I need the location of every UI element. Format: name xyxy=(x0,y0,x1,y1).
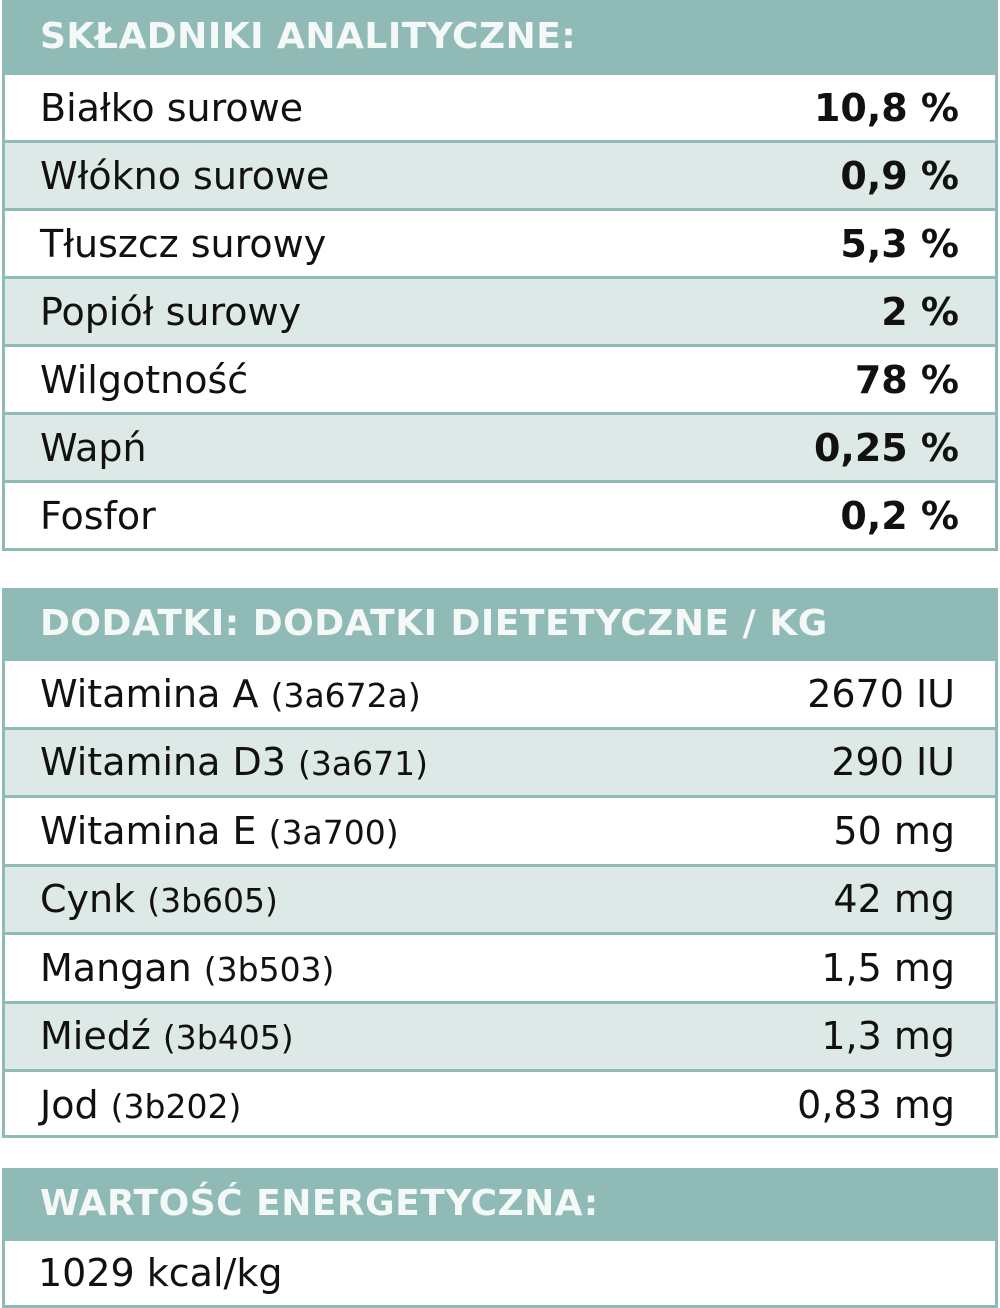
row-value: 2670 IU xyxy=(807,671,955,716)
row-label: Cynk (3b605) xyxy=(40,877,278,921)
table-row: Tłuszcz surowy 5,3 % xyxy=(5,208,995,276)
row-value: 78 % xyxy=(854,357,959,402)
additive-name: Jod xyxy=(40,1082,99,1127)
row-label: Tłuszcz surowy xyxy=(40,221,327,266)
row-value: 50 mg xyxy=(833,808,955,853)
row-value: 0,9 % xyxy=(840,153,959,198)
row-label: Miedź (3b405) xyxy=(40,1014,294,1058)
table-row: 1029 kcal/kg xyxy=(5,1238,995,1305)
row-value: 1,5 mg xyxy=(821,945,955,990)
table-row: Witamina E (3a700) 50 mg xyxy=(5,795,995,864)
table-row: Miedź (3b405) 1,3 mg xyxy=(5,1000,995,1069)
additive-name: Cynk xyxy=(40,877,136,922)
table-row: Popiół surowy 2 % xyxy=(5,276,995,344)
row-label: Wapń xyxy=(40,425,147,470)
additive-code: (3a672a) xyxy=(270,675,421,715)
row-value: 0,83 mg xyxy=(797,1082,955,1127)
table-row: Witamina D3 (3a671) 290 IU xyxy=(5,726,995,795)
row-label: Popiół surowy xyxy=(40,289,302,334)
row-label: Fosfor xyxy=(40,493,156,538)
row-value: 42 mg xyxy=(833,877,955,922)
row-label: Witamina E (3a700) xyxy=(40,809,399,853)
table-row: Włókno surowe 0,9 % xyxy=(5,140,995,208)
table-row: Jod (3b202) 0,83 mg xyxy=(5,1069,995,1138)
row-value: 0,25 % xyxy=(813,425,959,470)
row-label: Mangan (3b503) xyxy=(40,946,334,990)
table-row: Wapń 0,25 % xyxy=(5,412,995,480)
row-value: 1,3 mg xyxy=(821,1014,955,1059)
table-row: Witamina A (3a672a) 2670 IU xyxy=(5,658,995,727)
energy-value-table: WARTOŚĆ ENERGETYCZNA: 1029 kcal/kg xyxy=(2,1168,998,1308)
analytical-constituents-header: SKŁADNIKI ANALITYCZNE: xyxy=(5,0,995,72)
additive-name: Witamina E xyxy=(40,808,257,853)
additive-code: (3b503) xyxy=(203,949,335,989)
analytical-constituents-table: SKŁADNIKI ANALITYCZNE: Białko surowe 10,… xyxy=(2,0,998,551)
row-label: Wilgotność xyxy=(40,357,249,402)
additive-code: (3b202) xyxy=(110,1086,242,1126)
row-value: 290 IU xyxy=(831,740,955,785)
row-label: Witamina A (3a672a) xyxy=(40,672,421,716)
table-row: Cynk (3b605) 42 mg xyxy=(5,863,995,932)
row-value: 5,3 % xyxy=(840,221,959,266)
additives-table: DODATKI: DODATKI DIETETYCZNE / KG Witami… xyxy=(2,588,998,1138)
additive-name: Miedź xyxy=(40,1014,151,1059)
row-label: Jod (3b202) xyxy=(40,1083,241,1127)
row-label: Witamina D3 (3a671) xyxy=(40,740,428,784)
table-row: Białko surowe 10,8 % xyxy=(5,72,995,140)
row-label: Włókno surowe xyxy=(40,153,330,198)
table-row: Mangan (3b503) 1,5 mg xyxy=(5,932,995,1001)
table-row: Wilgotność 78 % xyxy=(5,344,995,412)
additive-code: (3b405) xyxy=(162,1018,294,1058)
energy-value: 1029 kcal/kg xyxy=(38,1251,283,1295)
row-value: 10,8 % xyxy=(813,85,959,130)
additives-header: DODATKI: DODATKI DIETETYCZNE / KG xyxy=(5,588,995,658)
row-value: 0,2 % xyxy=(840,493,959,538)
row-value: 2 % xyxy=(881,289,959,334)
row-label: Białko surowe xyxy=(40,85,304,130)
additive-code: (3b605) xyxy=(147,881,278,921)
energy-value-header: WARTOŚĆ ENERGETYCZNA: xyxy=(5,1168,995,1238)
additive-name: Mangan xyxy=(40,945,192,990)
table-row: Fosfor 0,2 % xyxy=(5,480,995,548)
additive-code: (3a671) xyxy=(298,744,429,784)
additive-name: Witamina A xyxy=(40,671,259,716)
additive-name: Witamina D3 xyxy=(40,740,286,785)
additive-code: (3a700) xyxy=(268,812,399,852)
